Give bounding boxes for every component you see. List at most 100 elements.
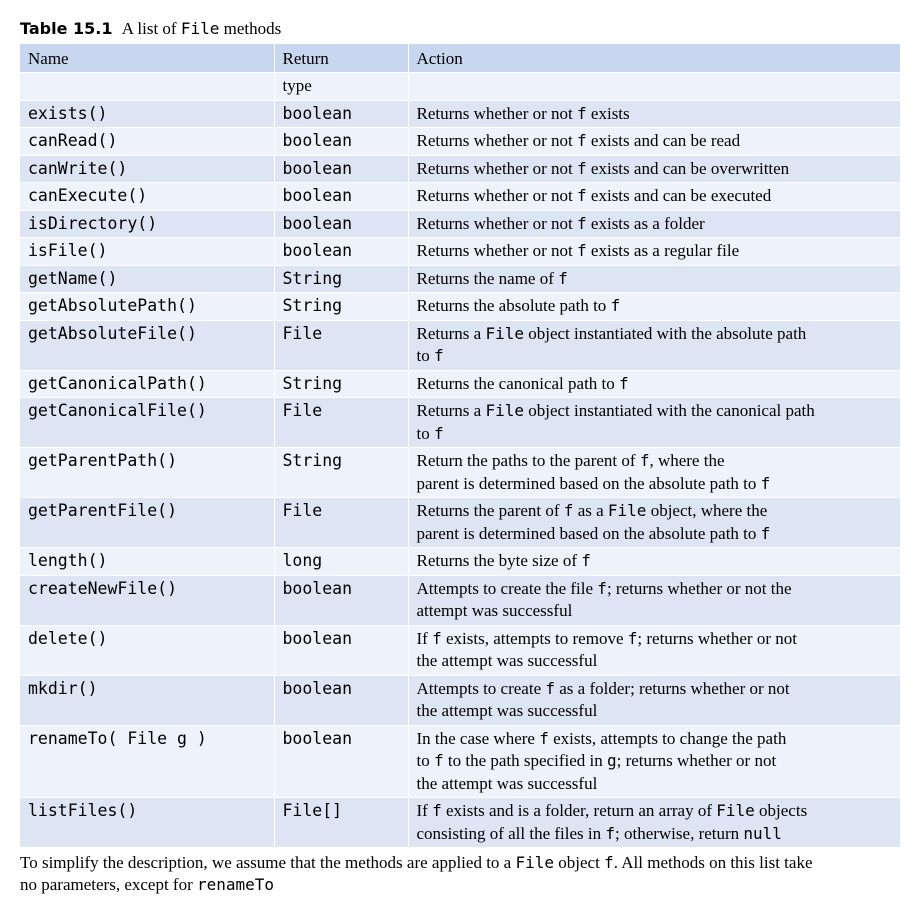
text-fragment: exists, attempts to change the path: [548, 728, 787, 748]
return-type: String: [273, 447, 408, 498]
method-action: Returns a File object instantiated with …: [407, 320, 900, 370]
header-name: Name: [20, 44, 274, 73]
caption-code: File: [180, 19, 220, 38]
text-fragment: objects: [754, 801, 808, 820]
table-row: getAbsolutePath() String Returns the absol…: [20, 292, 900, 320]
table-row: isFile() boolean Returns whether or not f …: [20, 237, 900, 265]
text-fragment: the attempt was successful: [416, 773, 598, 793]
methods-table: Name Return Action type exists() boolean R…: [20, 44, 900, 848]
method-name: getAbsolutePath(): [20, 292, 274, 320]
table-row: getCanonicalFile() File Returns a File obj…: [20, 397, 900, 448]
method-action: If f exists, attempts to remove f; retur…: [407, 625, 900, 675]
method-name: canExecute(): [20, 182, 274, 210]
code-fragment: f: [577, 103, 587, 123]
code-fragment: f: [577, 241, 587, 260]
table-row: getAbsoluteFile() File Returns a File obje…: [20, 320, 900, 370]
code-fragment: File: [485, 401, 524, 420]
table-footnote: To simplify the description, we assume t…: [20, 852, 900, 896]
return-type: boolean: [273, 625, 408, 675]
method-name: length(): [20, 547, 274, 575]
code-fragment: g: [606, 751, 617, 770]
text-fragment: Return the paths to the parent of: [416, 451, 640, 470]
text-fragment: Returns the byte size of: [416, 551, 582, 570]
method-action: Returns whether or not f exists and can …: [407, 155, 900, 183]
table-row: canExecute() boolean Returns whether or no…: [20, 182, 900, 210]
code-fragment: f: [558, 268, 568, 288]
text-fragment: If: [416, 628, 433, 648]
method-action: In the case where f exists, attempts to …: [407, 725, 900, 798]
code-fragment: f: [605, 823, 615, 843]
text-fragment: exists and can be overwritten: [586, 158, 790, 178]
method-action: Returns whether or not f exists and can …: [407, 127, 900, 155]
code-fragment: f: [610, 296, 621, 315]
return-type: File: [273, 397, 408, 448]
code-fragment: f: [577, 213, 587, 233]
text-fragment: If: [416, 801, 433, 820]
method-action: Returns the canonical path to f: [407, 370, 900, 398]
return-type: boolean: [273, 155, 408, 183]
method-name: canWrite(): [20, 155, 274, 183]
text-fragment: as a folder; returns whether or not: [555, 678, 790, 698]
return-type: boolean: [273, 237, 408, 265]
code-fragment: f: [760, 473, 771, 493]
text-fragment: to: [416, 346, 434, 365]
text-fragment: parent is determined based on the absolu…: [416, 523, 761, 543]
method-name: mkdir(): [20, 675, 274, 725]
method-name: getAbsoluteFile(): [20, 320, 274, 370]
method-name: canRead(): [20, 127, 274, 155]
return-type: boolean: [273, 725, 408, 798]
method-name: createNewFile(): [20, 575, 274, 625]
code-fragment: f: [539, 728, 549, 748]
caption-text-after: methods: [223, 19, 282, 38]
code-fragment: f: [433, 346, 444, 365]
header-row: Name Return Action: [20, 44, 900, 73]
table-caption: Table 15.1 A list of File methods: [20, 14, 904, 44]
method-name: getParentFile(): [20, 497, 274, 548]
table-row: isDirectory() boolean Returns whether or n…: [20, 210, 900, 238]
return-type: boolean: [273, 127, 408, 155]
text-fragment: Returns whether or not: [416, 186, 578, 205]
method-name: renameTo( File g ): [20, 725, 274, 798]
method-name: isDirectory(): [20, 210, 274, 238]
table-body: exists() boolean Returns whether or not f …: [20, 100, 900, 848]
return-type: String: [273, 370, 408, 398]
header-action-cont: [407, 72, 900, 100]
code-fragment: f: [627, 628, 638, 648]
text-fragment: object instantiated with the canonical p…: [523, 401, 815, 420]
text-fragment: object instantiated with the absolute pa…: [523, 323, 807, 343]
code-fragment: f: [433, 751, 444, 770]
method-action: Return the paths to the parent of f, whe…: [407, 447, 900, 498]
code-fragment: f: [577, 186, 587, 205]
text-fragment: Returns whether or not: [416, 103, 578, 123]
text-fragment: object: [554, 853, 605, 872]
text-fragment: Attempts to create: [416, 678, 546, 698]
table-row: createNewFile() boolean Attempts to create…: [20, 575, 900, 625]
method-name: delete(): [20, 625, 274, 675]
return-type: boolean: [273, 575, 408, 625]
table-row: canRead() boolean Returns whether or not f…: [20, 127, 900, 155]
method-name: getCanonicalFile(): [20, 397, 274, 448]
code-fragment: f: [432, 801, 442, 820]
text-fragment: Returns a: [416, 401, 486, 420]
text-fragment: no parameters, except for: [20, 875, 197, 894]
code-fragment: f: [639, 451, 650, 470]
text-fragment: ; returns whether or not: [637, 628, 797, 648]
table-row: listFiles() File[] If f exists and is a fo…: [20, 797, 900, 848]
text-fragment: Returns the absolute path to: [416, 296, 611, 315]
text-fragment: , where the: [649, 451, 725, 470]
return-type: String: [273, 292, 408, 320]
code-fragment: f: [432, 628, 442, 648]
header-row-2: type: [20, 72, 900, 100]
code-fragment: f: [581, 551, 591, 570]
code-fragment: File: [515, 853, 554, 872]
table-row: length() long Returns the byte size of f: [20, 547, 900, 575]
text-fragment: exists, attempts to remove: [441, 628, 628, 648]
return-type: boolean: [273, 210, 408, 238]
text-fragment: to the path specified in: [443, 751, 607, 770]
table-row: exists() boolean Returns whether or not f …: [20, 100, 900, 128]
table-row: renameTo( File g ) boolean In the case whe…: [20, 725, 900, 798]
text-fragment: Returns whether or not: [416, 131, 578, 150]
page: Table 15.1 A list of File methods Name R…: [20, 14, 904, 896]
header-return-type: type: [273, 72, 408, 100]
method-action: If f exists and is a folder, return an a…: [407, 797, 900, 848]
